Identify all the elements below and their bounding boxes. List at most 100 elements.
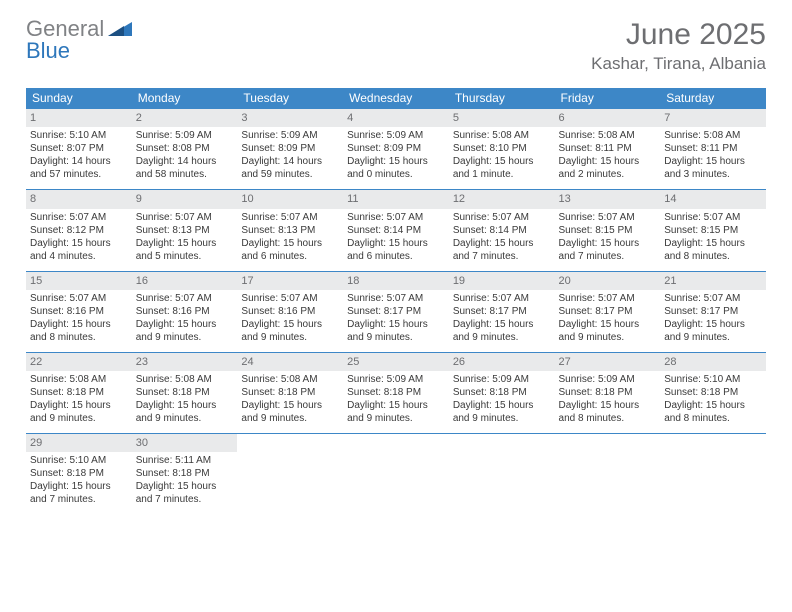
logo-part2: Blue xyxy=(26,38,70,63)
calendar-day-cell: 13 Sunrise: 5:07 AMSunset: 8:15 PMDayligh… xyxy=(555,190,661,271)
day-daylight2: and 2 minutes. xyxy=(559,168,657,181)
day-daylight2: and 3 minutes. xyxy=(664,168,762,181)
calendar-day-cell: 19Sunrise: 5:07 AMSunset: 8:17 PMDayligh… xyxy=(449,271,555,352)
calendar-week-row: 8Sunrise: 5:07 AMSunset: 8:12 PMDaylight… xyxy=(26,190,766,271)
day-daylight1: Daylight: 15 hours xyxy=(30,399,128,412)
day-sunset: Sunset: 8:18 PM xyxy=(241,386,339,399)
day-number: 13 xyxy=(555,190,661,208)
calendar-week-row: 15Sunrise: 5:07 AMSunset: 8:16 PMDayligh… xyxy=(26,271,766,352)
calendar-day-cell: 25Sunrise: 5:09 AMSunset: 8:18 PMDayligh… xyxy=(343,352,449,433)
day-daylight2: and 6 minutes. xyxy=(241,250,339,263)
logo-text: General Blue xyxy=(26,18,104,62)
calendar-day-cell: 8Sunrise: 5:07 AMSunset: 8:12 PMDaylight… xyxy=(26,190,132,271)
day-sunset: Sunset: 8:10 PM xyxy=(453,142,551,155)
calendar-day-cell: 24Sunrise: 5:08 AMSunset: 8:18 PMDayligh… xyxy=(237,352,343,433)
day-daylight1: Daylight: 15 hours xyxy=(136,480,234,493)
day-sunset: Sunset: 8:16 PM xyxy=(30,305,128,318)
day-daylight2: and 7 minutes. xyxy=(559,250,657,263)
day-daylight2: and 9 minutes. xyxy=(559,331,657,344)
weekday-header: Wednesday xyxy=(343,88,449,109)
day-daylight2: and 9 minutes. xyxy=(453,412,551,425)
day-daylight1: Daylight: 15 hours xyxy=(136,237,234,250)
day-sunset: Sunset: 8:15 PM xyxy=(664,224,762,237)
calendar-day-cell: 4Sunrise: 5:09 AMSunset: 8:09 PMDaylight… xyxy=(343,109,449,190)
day-sunrise: Sunrise: 5:07 AM xyxy=(136,211,234,224)
weekday-header: Thursday xyxy=(449,88,555,109)
day-daylight1: Daylight: 15 hours xyxy=(664,237,762,250)
day-sunrise: Sunrise: 5:09 AM xyxy=(453,373,551,386)
calendar-day-cell: 2Sunrise: 5:09 AMSunset: 8:08 PMDaylight… xyxy=(132,109,238,190)
day-daylight1: Daylight: 14 hours xyxy=(136,155,234,168)
day-daylight1: Daylight: 14 hours xyxy=(30,155,128,168)
calendar-day-cell: 23Sunrise: 5:08 AMSunset: 8:18 PMDayligh… xyxy=(132,352,238,433)
location: Kashar, Tirana, Albania xyxy=(591,54,766,74)
day-daylight2: and 8 minutes. xyxy=(664,250,762,263)
day-sunrise: Sunrise: 5:07 AM xyxy=(559,211,657,224)
day-number: 30 xyxy=(132,434,238,452)
logo-icon xyxy=(108,20,134,45)
day-number: 12 xyxy=(449,190,555,208)
title-block: June 2025 Kashar, Tirana, Albania xyxy=(591,18,766,74)
day-sunrise: Sunrise: 5:09 AM xyxy=(347,373,445,386)
day-sunrise: Sunrise: 5:09 AM xyxy=(241,129,339,142)
day-sunrise: Sunrise: 5:07 AM xyxy=(136,292,234,305)
calendar-day-cell: 1Sunrise: 5:10 AMSunset: 8:07 PMDaylight… xyxy=(26,109,132,190)
day-daylight1: Daylight: 15 hours xyxy=(241,237,339,250)
calendar-day-cell: 20Sunrise: 5:07 AMSunset: 8:17 PMDayligh… xyxy=(555,271,661,352)
day-daylight1: Daylight: 15 hours xyxy=(30,480,128,493)
calendar-empty-cell: . xyxy=(555,434,661,515)
day-sunrise: Sunrise: 5:07 AM xyxy=(664,292,762,305)
day-sunset: Sunset: 8:15 PM xyxy=(559,224,657,237)
day-daylight1: Daylight: 15 hours xyxy=(241,399,339,412)
day-daylight1: Daylight: 15 hours xyxy=(347,155,445,168)
calendar-week-row: 29Sunrise: 5:10 AMSunset: 8:18 PMDayligh… xyxy=(26,434,766,515)
day-daylight1: Daylight: 15 hours xyxy=(453,155,551,168)
day-sunset: Sunset: 8:17 PM xyxy=(559,305,657,318)
day-daylight2: and 8 minutes. xyxy=(559,412,657,425)
day-sunset: Sunset: 8:14 PM xyxy=(347,224,445,237)
day-daylight1: Daylight: 15 hours xyxy=(30,318,128,331)
calendar-day-cell: 9Sunrise: 5:07 AMSunset: 8:13 PMDaylight… xyxy=(132,190,238,271)
day-daylight1: Daylight: 15 hours xyxy=(453,399,551,412)
day-daylight2: and 9 minutes. xyxy=(136,331,234,344)
day-number: 26 xyxy=(449,353,555,371)
day-sunset: Sunset: 8:16 PM xyxy=(136,305,234,318)
day-number: 25 xyxy=(343,353,449,371)
day-number: 23 xyxy=(132,353,238,371)
day-daylight1: Daylight: 15 hours xyxy=(347,399,445,412)
day-sunset: Sunset: 8:11 PM xyxy=(559,142,657,155)
calendar-day-cell: 28Sunrise: 5:10 AMSunset: 8:18 PMDayligh… xyxy=(660,352,766,433)
day-daylight2: and 9 minutes. xyxy=(347,331,445,344)
day-number: 24 xyxy=(237,353,343,371)
day-number: 10 xyxy=(237,190,343,208)
weekday-header: Tuesday xyxy=(237,88,343,109)
day-daylight1: Daylight: 15 hours xyxy=(664,318,762,331)
calendar-day-cell: 18Sunrise: 5:07 AMSunset: 8:17 PMDayligh… xyxy=(343,271,449,352)
calendar-day-cell: 7Sunrise: 5:08 AMSunset: 8:11 PMDaylight… xyxy=(660,109,766,190)
day-sunrise: Sunrise: 5:07 AM xyxy=(241,292,339,305)
day-daylight2: and 58 minutes. xyxy=(136,168,234,181)
day-number: 17 xyxy=(237,272,343,290)
day-daylight1: Daylight: 15 hours xyxy=(559,318,657,331)
day-number: 21 xyxy=(660,272,766,290)
day-sunset: Sunset: 8:13 PM xyxy=(136,224,234,237)
day-sunrise: Sunrise: 5:08 AM xyxy=(30,373,128,386)
day-sunset: Sunset: 8:08 PM xyxy=(136,142,234,155)
day-daylight2: and 9 minutes. xyxy=(664,331,762,344)
day-daylight2: and 7 minutes. xyxy=(453,250,551,263)
day-sunrise: Sunrise: 5:08 AM xyxy=(453,129,551,142)
day-number: 22 xyxy=(26,353,132,371)
day-number: 27 xyxy=(555,353,661,371)
day-daylight1: Daylight: 15 hours xyxy=(559,237,657,250)
day-number: 29 xyxy=(26,434,132,452)
day-daylight2: and 6 minutes. xyxy=(347,250,445,263)
calendar-week-row: 22Sunrise: 5:08 AMSunset: 8:18 PMDayligh… xyxy=(26,352,766,433)
day-sunset: Sunset: 8:18 PM xyxy=(136,467,234,480)
calendar-week-row: 1Sunrise: 5:10 AMSunset: 8:07 PMDaylight… xyxy=(26,109,766,190)
day-number: 18 xyxy=(343,272,449,290)
day-sunrise: Sunrise: 5:10 AM xyxy=(30,454,128,467)
weekday-header: Saturday xyxy=(660,88,766,109)
day-daylight2: and 8 minutes. xyxy=(664,412,762,425)
calendar-day-cell: 17Sunrise: 5:07 AMSunset: 8:16 PMDayligh… xyxy=(237,271,343,352)
logo: General Blue xyxy=(26,18,134,62)
